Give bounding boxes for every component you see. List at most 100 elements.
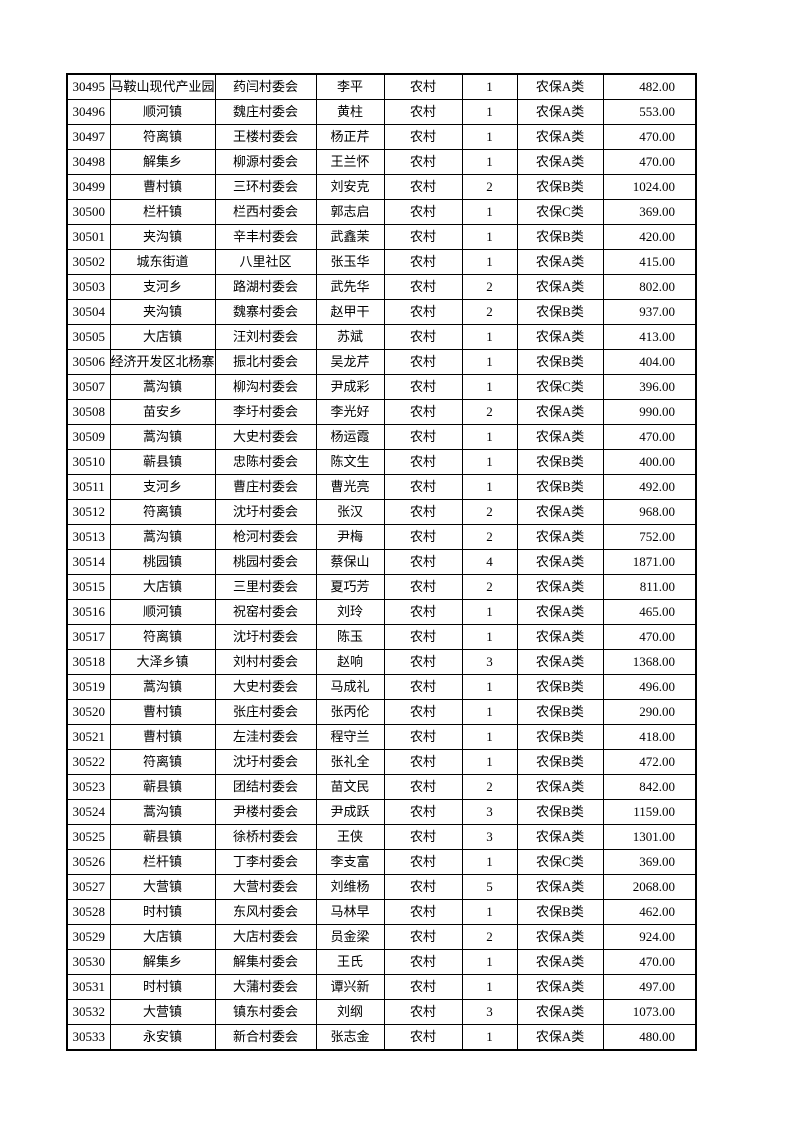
residence-type-cell: 农村 [383, 899, 463, 925]
person-name-cell: 郭志启 [315, 199, 385, 225]
insurance-category-cell-text: 农保A类 [535, 954, 585, 969]
insurance-category-cell-text: 农保A类 [535, 979, 585, 994]
amount-cell: 290.00 [602, 699, 697, 725]
town-cell: 大营镇 [109, 999, 216, 1025]
person-name-cell: 张汉 [315, 499, 385, 525]
person-name-cell: 苗文民 [315, 774, 385, 800]
person-count-cell-text: 1 [486, 229, 493, 244]
residence-type-cell-text: 农村 [410, 704, 437, 719]
residence-type-cell-text: 农村 [410, 679, 437, 694]
person-count-cell: 1 [461, 599, 518, 625]
residence-type-cell-text: 农村 [410, 529, 437, 544]
town-cell: 符离镇 [109, 124, 216, 150]
person-count-cell: 1 [461, 749, 518, 775]
table-row: 30513 蒿沟镇 枪河村委会 尹梅 农村 2 农保A类 752.00 [66, 524, 697, 550]
person-count-cell-text: 1 [486, 254, 493, 269]
table-row: 30521 曹村镇 左洼村委会 程守兰 农村 1 农保B类 418.00 [66, 724, 697, 750]
insurance-category-cell: 农保B类 [516, 674, 604, 700]
person-name-cell-text: 王兰怀 [330, 154, 370, 169]
village-committee-cell: 尹楼村委会 [214, 799, 317, 825]
residence-type-cell: 农村 [383, 699, 463, 725]
town-cell: 永安镇 [109, 1024, 216, 1051]
town-cell-text: 大营镇 [143, 1004, 183, 1019]
row-id-cell: 30505 [66, 324, 111, 350]
amount-cell: 470.00 [602, 949, 697, 975]
town-cell-text: 大店镇 [143, 929, 183, 944]
village-committee-cell-text: 解集村委会 [233, 954, 299, 969]
insurance-category-cell-text: 农保A类 [535, 629, 585, 644]
amount-cell: 470.00 [602, 124, 697, 150]
amount-cell-text: 811.00 [639, 579, 676, 594]
residence-type-cell: 农村 [383, 874, 463, 900]
row-id-cell: 30511 [66, 474, 111, 500]
amount-cell-text: 1159.00 [633, 804, 676, 819]
insurance-category-cell-text: 农保A类 [535, 554, 585, 569]
table-row: 30510 蕲县镇 忠陈村委会 陈文生 农村 1 农保B类 400.00 [66, 449, 697, 475]
residence-type-cell: 农村 [383, 724, 463, 750]
table-row: 30522 符离镇 沈圩村委会 张礼全 农村 1 农保B类 472.00 [66, 749, 697, 775]
residence-type-cell: 农村 [383, 174, 463, 200]
residence-type-cell-text: 农村 [410, 229, 437, 244]
insurance-category-cell: 农保A类 [516, 824, 604, 850]
person-count-cell: 1 [461, 99, 518, 125]
village-committee-cell: 枪河村委会 [214, 524, 317, 550]
row-id-cell: 30528 [66, 899, 111, 925]
person-name-cell-text: 郭志启 [330, 204, 370, 219]
town-cell-text: 蒿沟镇 [143, 679, 183, 694]
insurance-category-cell: 农保A类 [516, 549, 604, 575]
residence-type-cell-text: 农村 [410, 329, 437, 344]
amount-cell: 465.00 [602, 599, 697, 625]
town-cell: 蕲县镇 [109, 774, 216, 800]
residence-type-cell-text: 农村 [410, 79, 437, 94]
residence-type-cell: 农村 [383, 924, 463, 950]
residence-type-cell: 农村 [383, 524, 463, 550]
amount-cell: 369.00 [602, 849, 697, 875]
village-committee-cell-text: 尹楼村委会 [233, 804, 299, 819]
row-id-cell: 30500 [66, 199, 111, 225]
amount-cell-text: 492.00 [639, 479, 676, 494]
town-cell-text: 桃园镇 [143, 554, 183, 569]
person-name-cell: 李支富 [315, 849, 385, 875]
town-cell: 曹村镇 [109, 699, 216, 725]
person-count-cell-text: 1 [486, 379, 493, 394]
table-row: 30508 苗安乡 李圩村委会 李光好 农村 2 农保A类 990.00 [66, 399, 697, 425]
row-id-cell: 30507 [66, 374, 111, 400]
row-id-cell-text: 30496 [72, 104, 106, 119]
person-count-cell-text: 2 [486, 504, 493, 519]
person-name-cell: 李平 [315, 73, 385, 100]
residence-type-cell-text: 农村 [410, 179, 437, 194]
residence-type-cell-text: 农村 [410, 454, 437, 469]
residence-type-cell: 农村 [383, 849, 463, 875]
row-id-cell-text: 30510 [72, 454, 106, 469]
insurance-category-cell: 农保A类 [516, 274, 604, 300]
amount-cell: 462.00 [602, 899, 697, 925]
row-id-cell: 30531 [66, 974, 111, 1000]
amount-cell: 802.00 [602, 274, 697, 300]
insurance-category-cell: 农保A类 [516, 399, 604, 425]
amount-cell: 842.00 [602, 774, 697, 800]
person-count-cell: 1 [461, 1024, 518, 1051]
amount-cell: 472.00 [602, 749, 697, 775]
person-count-cell: 5 [461, 874, 518, 900]
person-count-cell-text: 1 [486, 854, 493, 869]
village-committee-cell-text: 大史村委会 [233, 679, 299, 694]
residence-type-cell: 农村 [383, 624, 463, 650]
residence-type-cell: 农村 [383, 73, 463, 100]
row-id-cell-text: 30530 [72, 954, 106, 969]
amount-cell: 1073.00 [602, 999, 697, 1025]
person-name-cell-text: 苏斌 [337, 329, 364, 344]
town-cell: 马鞍山现代产业园 [109, 73, 216, 100]
row-id-cell: 30502 [66, 249, 111, 275]
row-id-cell-text: 30499 [72, 179, 106, 194]
person-name-cell-text: 李平 [337, 79, 364, 94]
amount-cell-text: 802.00 [639, 279, 676, 294]
table-row: 30532 大营镇 镇东村委会 刘纲 农村 3 农保A类 1073.00 [66, 999, 697, 1025]
row-id-cell-text: 30498 [72, 154, 106, 169]
residence-type-cell-text: 农村 [410, 379, 437, 394]
village-committee-cell: 汪刘村委会 [214, 324, 317, 350]
person-count-cell: 1 [461, 324, 518, 350]
amount-cell-text: 497.00 [639, 979, 676, 994]
amount-cell: 400.00 [602, 449, 697, 475]
person-name-cell-text: 员金梁 [330, 929, 370, 944]
person-count-cell: 2 [461, 924, 518, 950]
